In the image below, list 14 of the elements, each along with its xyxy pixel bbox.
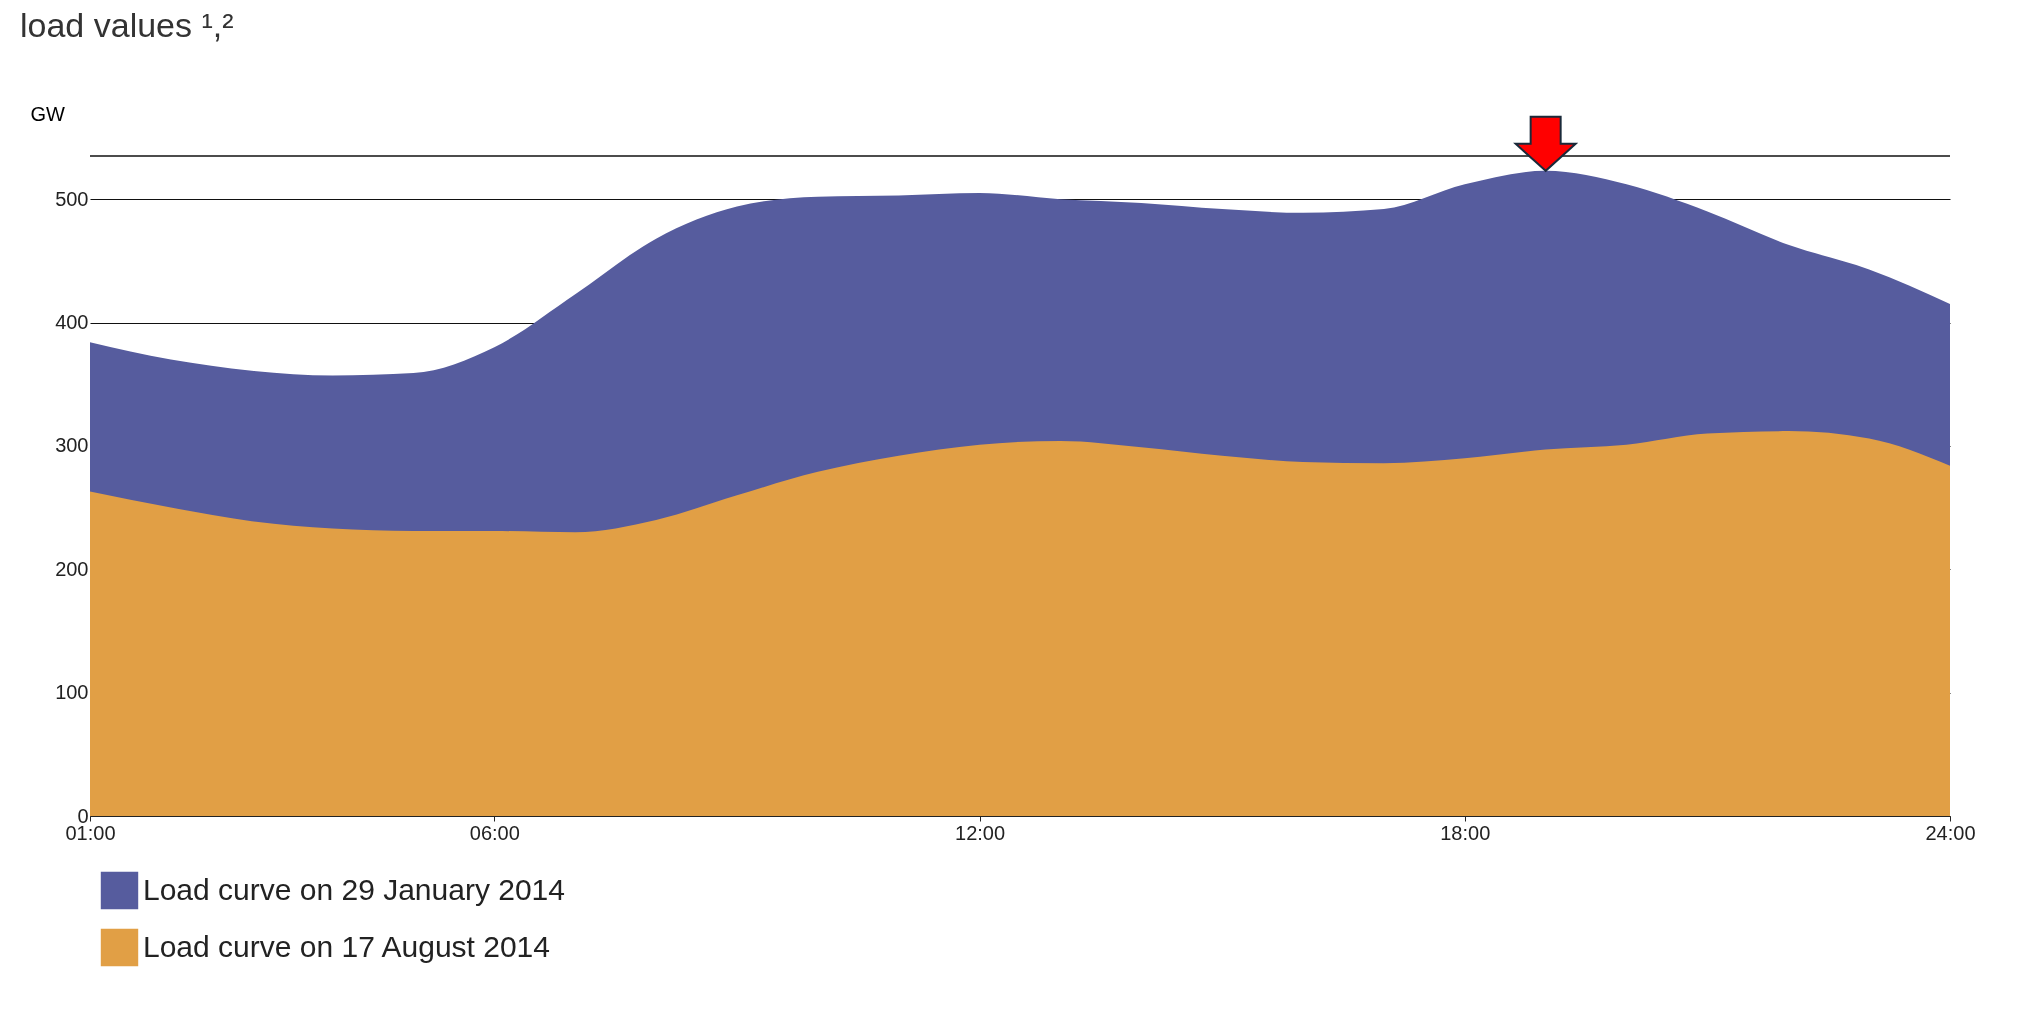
y-tick-label: 0 [77, 804, 89, 827]
legend-label: Load curve on 17 August 2014 [143, 929, 550, 963]
y-tick-label: 400 [55, 311, 89, 334]
chart-title: load values ¹,² [20, 6, 234, 44]
legend-label: Load curve on 29 January 2014 [143, 872, 565, 906]
x-tick-label: 06:00 [469, 821, 520, 844]
x-tick-label: 18:00 [1440, 821, 1491, 844]
y-tick-label: 300 [55, 434, 89, 457]
y-axis-title: GW [30, 102, 66, 125]
x-tick-label: 12:00 [955, 821, 1006, 844]
y-tick-label: 500 [55, 187, 89, 210]
y-tick-label: 100 [55, 681, 89, 704]
y-tick-label: 200 [55, 557, 89, 580]
x-tick-label: 24:00 [1925, 821, 1976, 844]
